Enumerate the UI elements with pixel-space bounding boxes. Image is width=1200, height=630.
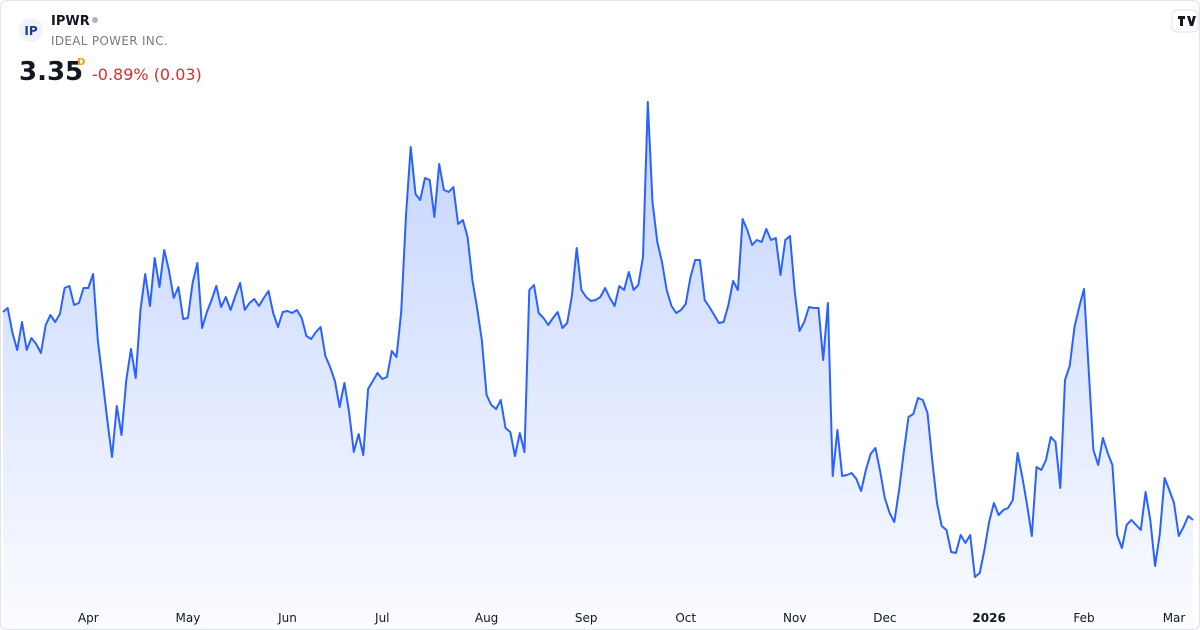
x-tick-label: Feb [1073,611,1094,625]
logo-bg [19,18,43,42]
x-tick-label: 2026 [972,611,1005,625]
x-tick-label: Oct [675,611,696,625]
tv-logo [1171,9,1199,33]
x-tick-label: May [175,611,200,625]
x-tick-label: Nov [783,611,806,625]
company-name: IDEAL POWER INC. [51,34,168,48]
x-tick-label: Sep [575,611,598,625]
last-price: 3.35 [19,57,83,87]
plot: Apr May Jun Jul Aug Sep Oct Nov Dec 2026 Feb Mar [2,101,1194,629]
symbol: IPWR [51,14,90,29]
x-tick-label: Jul [374,611,389,625]
area-fill [3,102,1193,629]
x-tick-label: Dec [873,611,896,625]
x-tick-label: Apr [78,611,99,625]
logo: IP [24,24,37,38]
status-dot [92,17,98,23]
x-tick-label: Mar [1163,611,1186,625]
x-tick-label: Jun [277,611,297,625]
x-tick-label: Aug [475,611,498,625]
change: -0.89% (0.03) [92,65,202,84]
session: D [77,57,85,68]
price-line [2,101,1194,578]
